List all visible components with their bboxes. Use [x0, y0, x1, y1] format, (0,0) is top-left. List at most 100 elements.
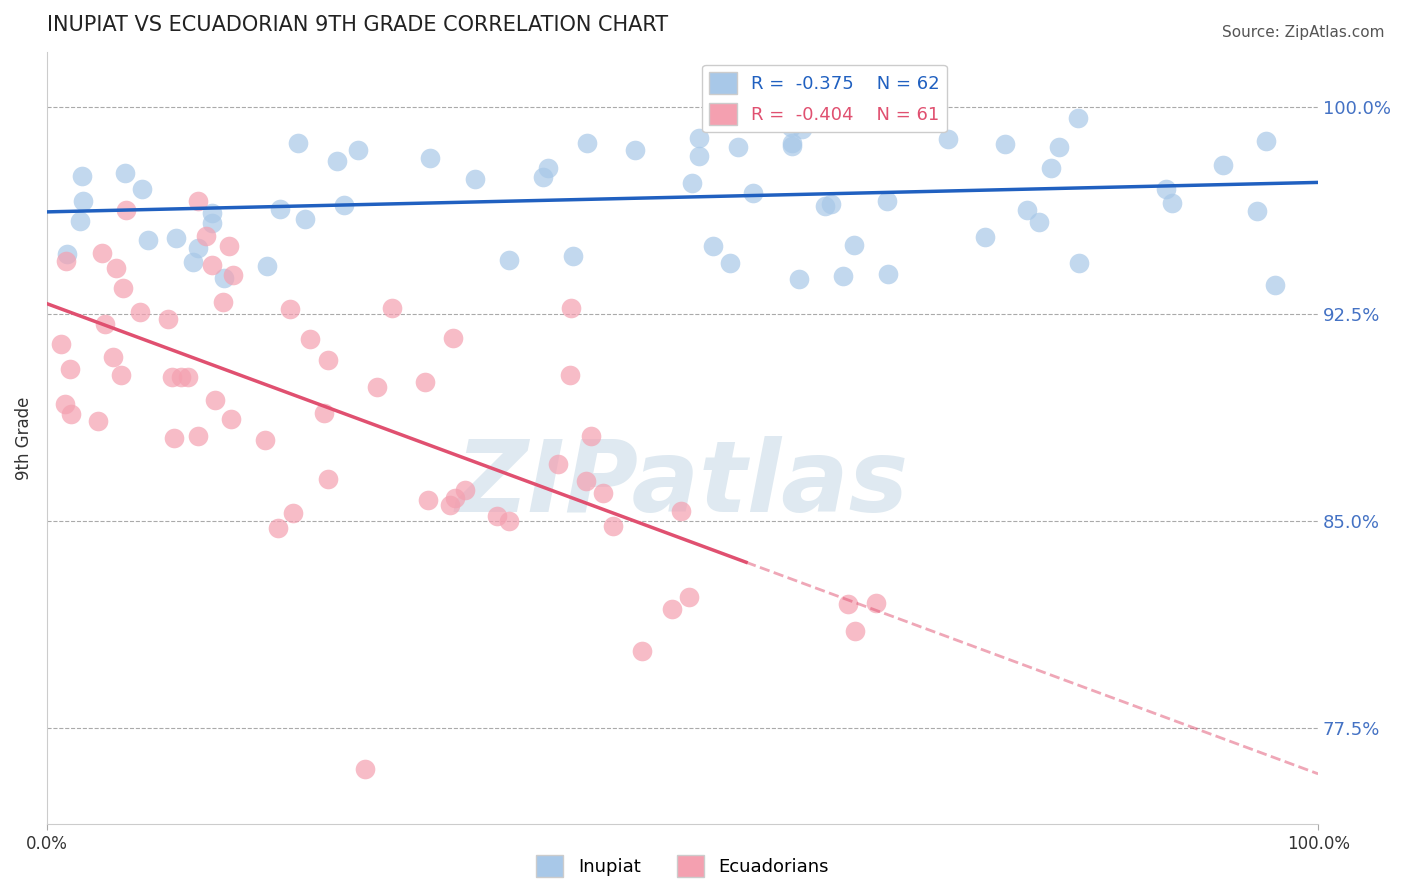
Point	[129, 304, 152, 318]
Point	[183, 255, 205, 269]
Point	[562, 249, 585, 263]
Point	[485, 509, 508, 524]
Point	[416, 493, 439, 508]
Y-axis label: 9th Grade: 9th Grade	[15, 396, 32, 480]
Point	[876, 194, 898, 208]
Point	[681, 176, 703, 190]
Point	[56, 247, 79, 261]
Point	[936, 132, 959, 146]
Point	[1017, 202, 1039, 217]
Point	[877, 267, 900, 281]
Point	[114, 166, 136, 180]
Text: ZIPatlas: ZIPatlas	[456, 436, 910, 533]
Point	[212, 271, 235, 285]
Point	[718, 255, 741, 269]
Point	[560, 368, 582, 383]
Point	[55, 254, 77, 268]
Point	[221, 412, 243, 426]
Point	[1067, 111, 1090, 125]
Point	[381, 301, 404, 316]
Point	[844, 238, 866, 252]
Point	[1156, 182, 1178, 196]
Point	[1264, 278, 1286, 293]
Point	[413, 375, 436, 389]
Point	[537, 161, 560, 175]
Point	[560, 301, 582, 316]
Point	[165, 231, 187, 245]
Point	[439, 498, 461, 512]
Point	[669, 504, 692, 518]
Point	[60, 407, 83, 421]
Point	[281, 506, 304, 520]
Point	[865, 596, 887, 610]
Point	[187, 429, 209, 443]
Point	[51, 336, 73, 351]
Point	[112, 281, 135, 295]
Point	[702, 239, 724, 253]
Point	[69, 214, 91, 228]
Point	[267, 521, 290, 535]
Point	[1028, 215, 1050, 229]
Point	[287, 136, 309, 150]
Point	[464, 171, 486, 186]
Point	[678, 590, 700, 604]
Point	[688, 130, 710, 145]
Point	[498, 252, 520, 267]
Point	[94, 318, 117, 332]
Point	[316, 352, 339, 367]
Point	[187, 241, 209, 255]
Point	[195, 229, 218, 244]
Point	[579, 429, 602, 443]
Point	[814, 199, 837, 213]
Point	[823, 111, 845, 125]
Point	[531, 170, 554, 185]
Point	[332, 198, 354, 212]
Point	[218, 239, 240, 253]
Point	[575, 136, 598, 150]
Point	[688, 149, 710, 163]
Point	[453, 483, 475, 498]
Point	[163, 431, 186, 445]
Point	[187, 194, 209, 208]
Point	[347, 143, 370, 157]
Point	[136, 233, 159, 247]
Text: INUPIAT VS ECUADORIAN 9TH GRADE CORRELATION CHART: INUPIAT VS ECUADORIAN 9TH GRADE CORRELAT…	[46, 15, 668, 35]
Point	[312, 406, 335, 420]
Point	[623, 143, 645, 157]
Point	[820, 196, 842, 211]
Point	[443, 491, 465, 506]
Point	[177, 369, 200, 384]
Point	[1212, 158, 1234, 172]
Point	[101, 351, 124, 365]
Point	[787, 272, 810, 286]
Point	[837, 597, 859, 611]
Point	[204, 393, 226, 408]
Point	[780, 139, 803, 153]
Point	[110, 368, 132, 383]
Point	[779, 120, 801, 135]
Point	[994, 136, 1017, 151]
Point	[780, 136, 803, 151]
Point	[131, 182, 153, 196]
Point	[592, 485, 614, 500]
Point	[201, 216, 224, 230]
Point	[547, 457, 569, 471]
Point	[1047, 140, 1070, 154]
Point	[212, 294, 235, 309]
Point	[156, 311, 179, 326]
Point	[727, 140, 749, 154]
Point	[326, 154, 349, 169]
Point	[1161, 196, 1184, 211]
Point	[631, 644, 654, 658]
Point	[1246, 203, 1268, 218]
Point	[90, 245, 112, 260]
Point	[1256, 134, 1278, 148]
Legend: Inupiat, Ecuadorians: Inupiat, Ecuadorians	[529, 848, 837, 885]
Point	[105, 260, 128, 275]
Point	[222, 268, 245, 282]
Point	[366, 380, 388, 394]
Point	[299, 332, 322, 346]
Point	[115, 202, 138, 217]
Point	[1039, 161, 1062, 176]
Point	[661, 602, 683, 616]
